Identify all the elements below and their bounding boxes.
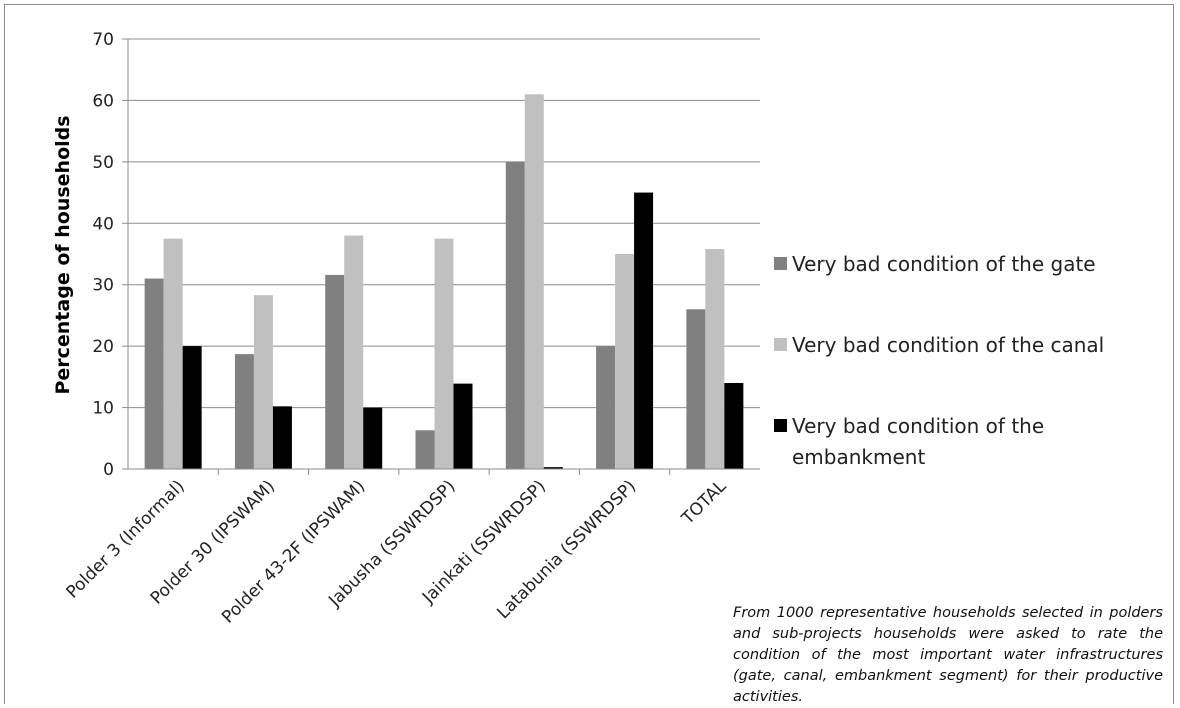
footnote: From 1000 representative households sele… — [733, 605, 1163, 705]
y-tick-label: 60 — [92, 91, 114, 111]
bar-embankment — [724, 383, 744, 469]
bar-canal — [434, 238, 454, 469]
bar-gate — [415, 430, 435, 469]
legend-swatch — [774, 257, 787, 270]
bar-embankment — [543, 467, 563, 469]
legend-swatch — [774, 338, 787, 351]
y-axis-label: Percentage of households — [52, 115, 74, 394]
bar-gate — [234, 354, 254, 469]
bar-canal — [163, 238, 183, 469]
y-tick-label: 70 — [92, 30, 114, 50]
bar-embankment — [363, 407, 383, 469]
bar-canal — [524, 94, 544, 470]
legend-label: embankment — [792, 445, 925, 469]
legend-label: Very bad condition of the — [792, 414, 1044, 438]
chart-frame — [4, 4, 1174, 704]
bar-canal — [705, 249, 725, 469]
y-tick-label: 40 — [92, 214, 114, 234]
bar-gate — [325, 274, 345, 469]
bar-canal — [253, 295, 273, 469]
y-tick-label: 10 — [92, 399, 114, 419]
bar-embankment — [453, 383, 473, 469]
bar-canal — [344, 235, 364, 469]
bar-canal — [615, 254, 635, 469]
y-tick-label: 20 — [92, 337, 114, 357]
bar-gate — [686, 309, 706, 469]
y-tick-label: 30 — [92, 276, 114, 296]
x-tick-label: TOTAL — [677, 476, 730, 529]
bar-gate — [596, 346, 616, 469]
bar-gate — [505, 161, 525, 469]
bar-embankment — [182, 346, 202, 469]
bars — [144, 94, 744, 470]
bar-embankment — [634, 192, 654, 470]
y-tick-label: 0 — [103, 460, 114, 480]
legend-label: Very bad condition of the gate — [792, 252, 1096, 276]
bar-gate — [144, 278, 164, 469]
y-tick-label: 50 — [92, 153, 114, 173]
legend-label: Very bad condition of the canal — [792, 333, 1104, 357]
legend-swatch — [774, 419, 787, 432]
legend: Very bad condition of the gate Very bad c… — [774, 252, 1104, 469]
bar-embankment — [272, 406, 292, 469]
